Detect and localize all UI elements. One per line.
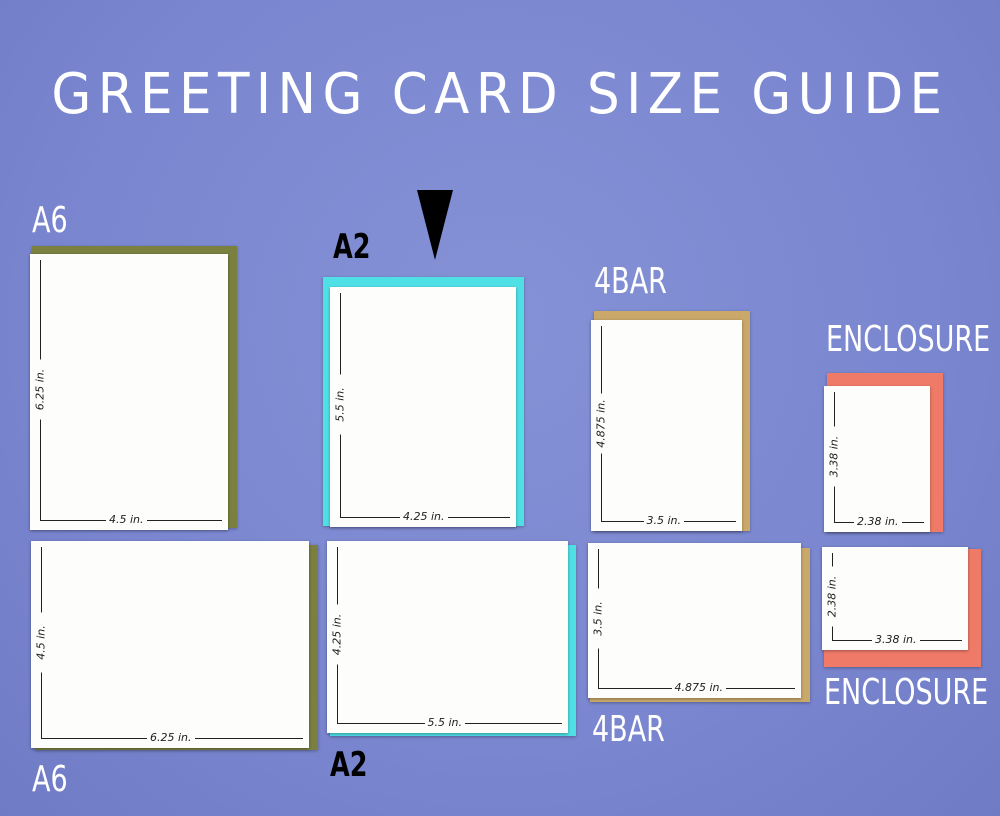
label-enclosure-bottom: ENCLOSURE bbox=[824, 672, 989, 713]
down-triangle-icon bbox=[417, 190, 453, 260]
width-label: 2.38 in. bbox=[854, 515, 902, 528]
label-4bar-top: 4BAR bbox=[594, 261, 667, 302]
card-a6-landscape bbox=[31, 541, 309, 748]
height-label: 3.5 in. bbox=[591, 588, 605, 648]
width-label: 3.38 in. bbox=[872, 633, 920, 646]
label-enclosure-top: ENCLOSURE bbox=[826, 319, 991, 360]
label-4bar-bottom: 4BAR bbox=[592, 709, 665, 750]
height-label: 4.25 in. bbox=[330, 604, 344, 665]
label-a6-bottom: A6 bbox=[32, 759, 68, 800]
height-label: 6.25 in. bbox=[33, 359, 47, 420]
height-label: 4.875 in. bbox=[594, 393, 608, 453]
card-a2-landscape bbox=[327, 541, 568, 733]
card-a2-portrait bbox=[330, 287, 516, 527]
height-label: 2.38 in. bbox=[825, 566, 839, 626]
height-label: 4.5 in. bbox=[34, 612, 48, 672]
page-title: GREETING CARD SIZE GUIDE bbox=[51, 62, 949, 127]
card-4bar-landscape bbox=[588, 543, 801, 698]
card-enclosure-landscape bbox=[822, 547, 968, 650]
width-label: 3.5 in. bbox=[643, 514, 685, 527]
label-a6-top: A6 bbox=[32, 200, 68, 241]
card-enclosure-portrait bbox=[824, 386, 930, 532]
width-label: 4.875 in. bbox=[671, 681, 727, 694]
height-label: 3.38 in. bbox=[827, 426, 841, 487]
label-a2-bottom: A2 bbox=[330, 745, 368, 785]
card-a6-portrait bbox=[30, 254, 228, 530]
card-4bar-portrait bbox=[591, 320, 742, 531]
width-label: 6.25 in. bbox=[147, 731, 195, 744]
height-label: 5.5 in. bbox=[333, 374, 347, 435]
width-label: 5.5 in. bbox=[424, 716, 466, 729]
label-a2-top: A2 bbox=[333, 227, 371, 267]
width-label: 4.25 in. bbox=[400, 510, 448, 523]
width-label: 4.5 in. bbox=[106, 513, 147, 526]
